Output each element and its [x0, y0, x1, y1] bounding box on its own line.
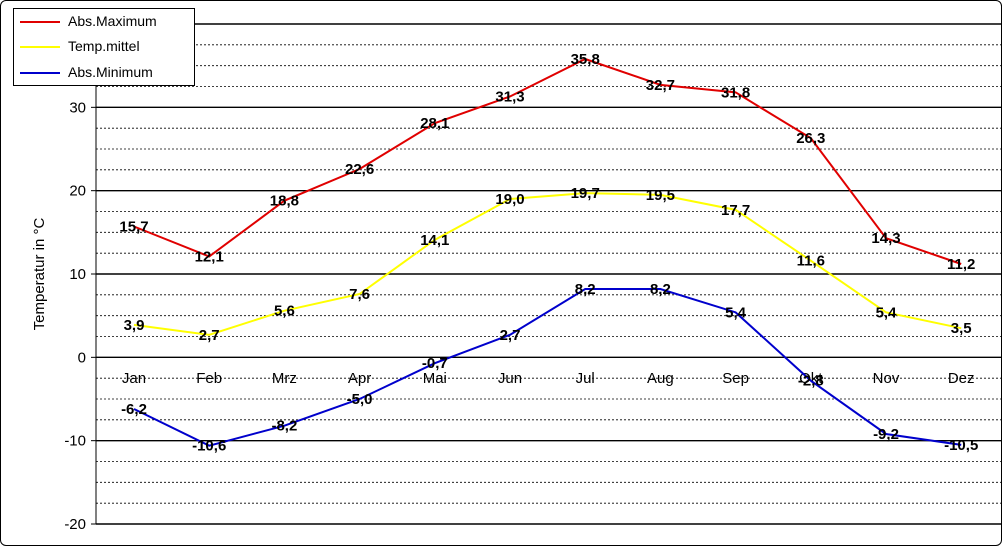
- y-axis-title: Temperatur in °C: [31, 217, 48, 330]
- grid-lines: [96, 23, 1001, 525]
- data-label: 32,7: [646, 77, 675, 94]
- data-label: 26,3: [796, 130, 825, 147]
- data-label: 5,4: [876, 304, 898, 321]
- series-line-abs-maximum: [133, 57, 962, 265]
- y-tick-label: 10: [69, 266, 86, 283]
- data-label: -6,2: [121, 401, 147, 418]
- x-tick-label: Jul: [576, 370, 595, 387]
- data-label: 15,7: [119, 219, 148, 236]
- data-label: 11,2: [947, 256, 975, 273]
- data-label: 2,7: [500, 327, 521, 344]
- y-tick-label: -20: [64, 516, 86, 533]
- data-label: 5,6: [274, 303, 295, 320]
- data-label: 28,1: [420, 115, 449, 132]
- data-label: -5,0: [347, 391, 373, 408]
- data-label: 14,1: [420, 232, 449, 249]
- x-tick-label: Apr: [348, 370, 371, 387]
- data-labels: 15,7 12,1 18,8 22,6 28,1 31,3 35,8 32,7 31,8 26,3…: [119, 51, 978, 455]
- data-label: 17,7: [721, 202, 750, 219]
- data-label: 19,0: [495, 191, 524, 208]
- data-label: 31,3: [495, 89, 524, 106]
- data-label: 35,8: [571, 51, 600, 68]
- data-label: 8,2: [650, 281, 671, 298]
- x-axis-tick-labels: Jan Feb Mrz Apr Mai Jun Jul Aug Sep Okt Nov Dez: [122, 370, 975, 387]
- series-line-abs-minimum: [133, 288, 962, 447]
- x-tick-label: Sep: [722, 370, 749, 387]
- series-line-temp-mittel: [133, 192, 962, 336]
- legend-swatch-abs-maximum: [20, 21, 60, 23]
- x-tick-label: Jun: [498, 370, 522, 387]
- x-tick-label: Nov: [873, 370, 900, 387]
- data-label: -8,2: [271, 418, 297, 435]
- data-label: -10,6: [192, 438, 226, 455]
- data-label: -10,5: [944, 437, 978, 454]
- data-label: 8,2: [575, 281, 596, 298]
- data-label: 3,9: [124, 317, 145, 334]
- y-tick-label: 20: [69, 183, 86, 200]
- data-label: 3,5: [951, 320, 972, 337]
- x-tick-label: Feb: [196, 370, 222, 387]
- data-label: -0,7: [422, 355, 448, 372]
- data-label: 12,1: [195, 249, 224, 266]
- legend-swatch-temp-mittel: [20, 46, 60, 48]
- x-tick-label: Mrz: [272, 370, 297, 387]
- legend-label-abs-minimum: Abs.Minimum: [68, 64, 153, 80]
- data-label: 31,8: [721, 84, 750, 101]
- x-tick-label: Aug: [647, 370, 674, 387]
- data-label: -9,2: [873, 426, 899, 443]
- y-axis: -20 -10 0 10 20 30: [64, 24, 97, 533]
- data-label: 5,4: [725, 304, 747, 321]
- x-tick-label: Jan: [122, 370, 146, 387]
- legend-item-temp-mittel: Temp.mittel: [20, 37, 192, 57]
- data-label: -2,8: [798, 373, 824, 390]
- x-tick-label: Dez: [948, 370, 975, 387]
- data-label: 19,5: [646, 187, 675, 204]
- legend-label-abs-maximum: Abs.Maximum: [68, 13, 157, 29]
- data-label: 7,6: [349, 286, 370, 303]
- legend-item-abs-maximum: Abs.Maximum: [20, 12, 192, 32]
- data-label: 18,8: [270, 193, 299, 210]
- x-tick-label: Mai: [423, 370, 447, 387]
- legend-item-abs-minimum: Abs.Minimum: [20, 63, 192, 83]
- legend-label-temp-mittel: Temp.mittel: [68, 38, 140, 54]
- legend: Abs.Maximum Temp.mittel Abs.Minimum: [13, 8, 195, 86]
- y-tick-label: 30: [69, 99, 86, 116]
- data-label: 14,3: [871, 230, 900, 247]
- series-lines: [133, 57, 962, 447]
- legend-swatch-abs-minimum: [20, 72, 60, 74]
- data-label: 2,7: [199, 327, 220, 344]
- data-label: 11,6: [797, 253, 825, 270]
- y-tick-label: 0: [78, 349, 86, 366]
- y-tick-label: -10: [64, 433, 86, 450]
- data-label: 22,6: [345, 161, 374, 178]
- data-label: 19,7: [571, 185, 600, 202]
